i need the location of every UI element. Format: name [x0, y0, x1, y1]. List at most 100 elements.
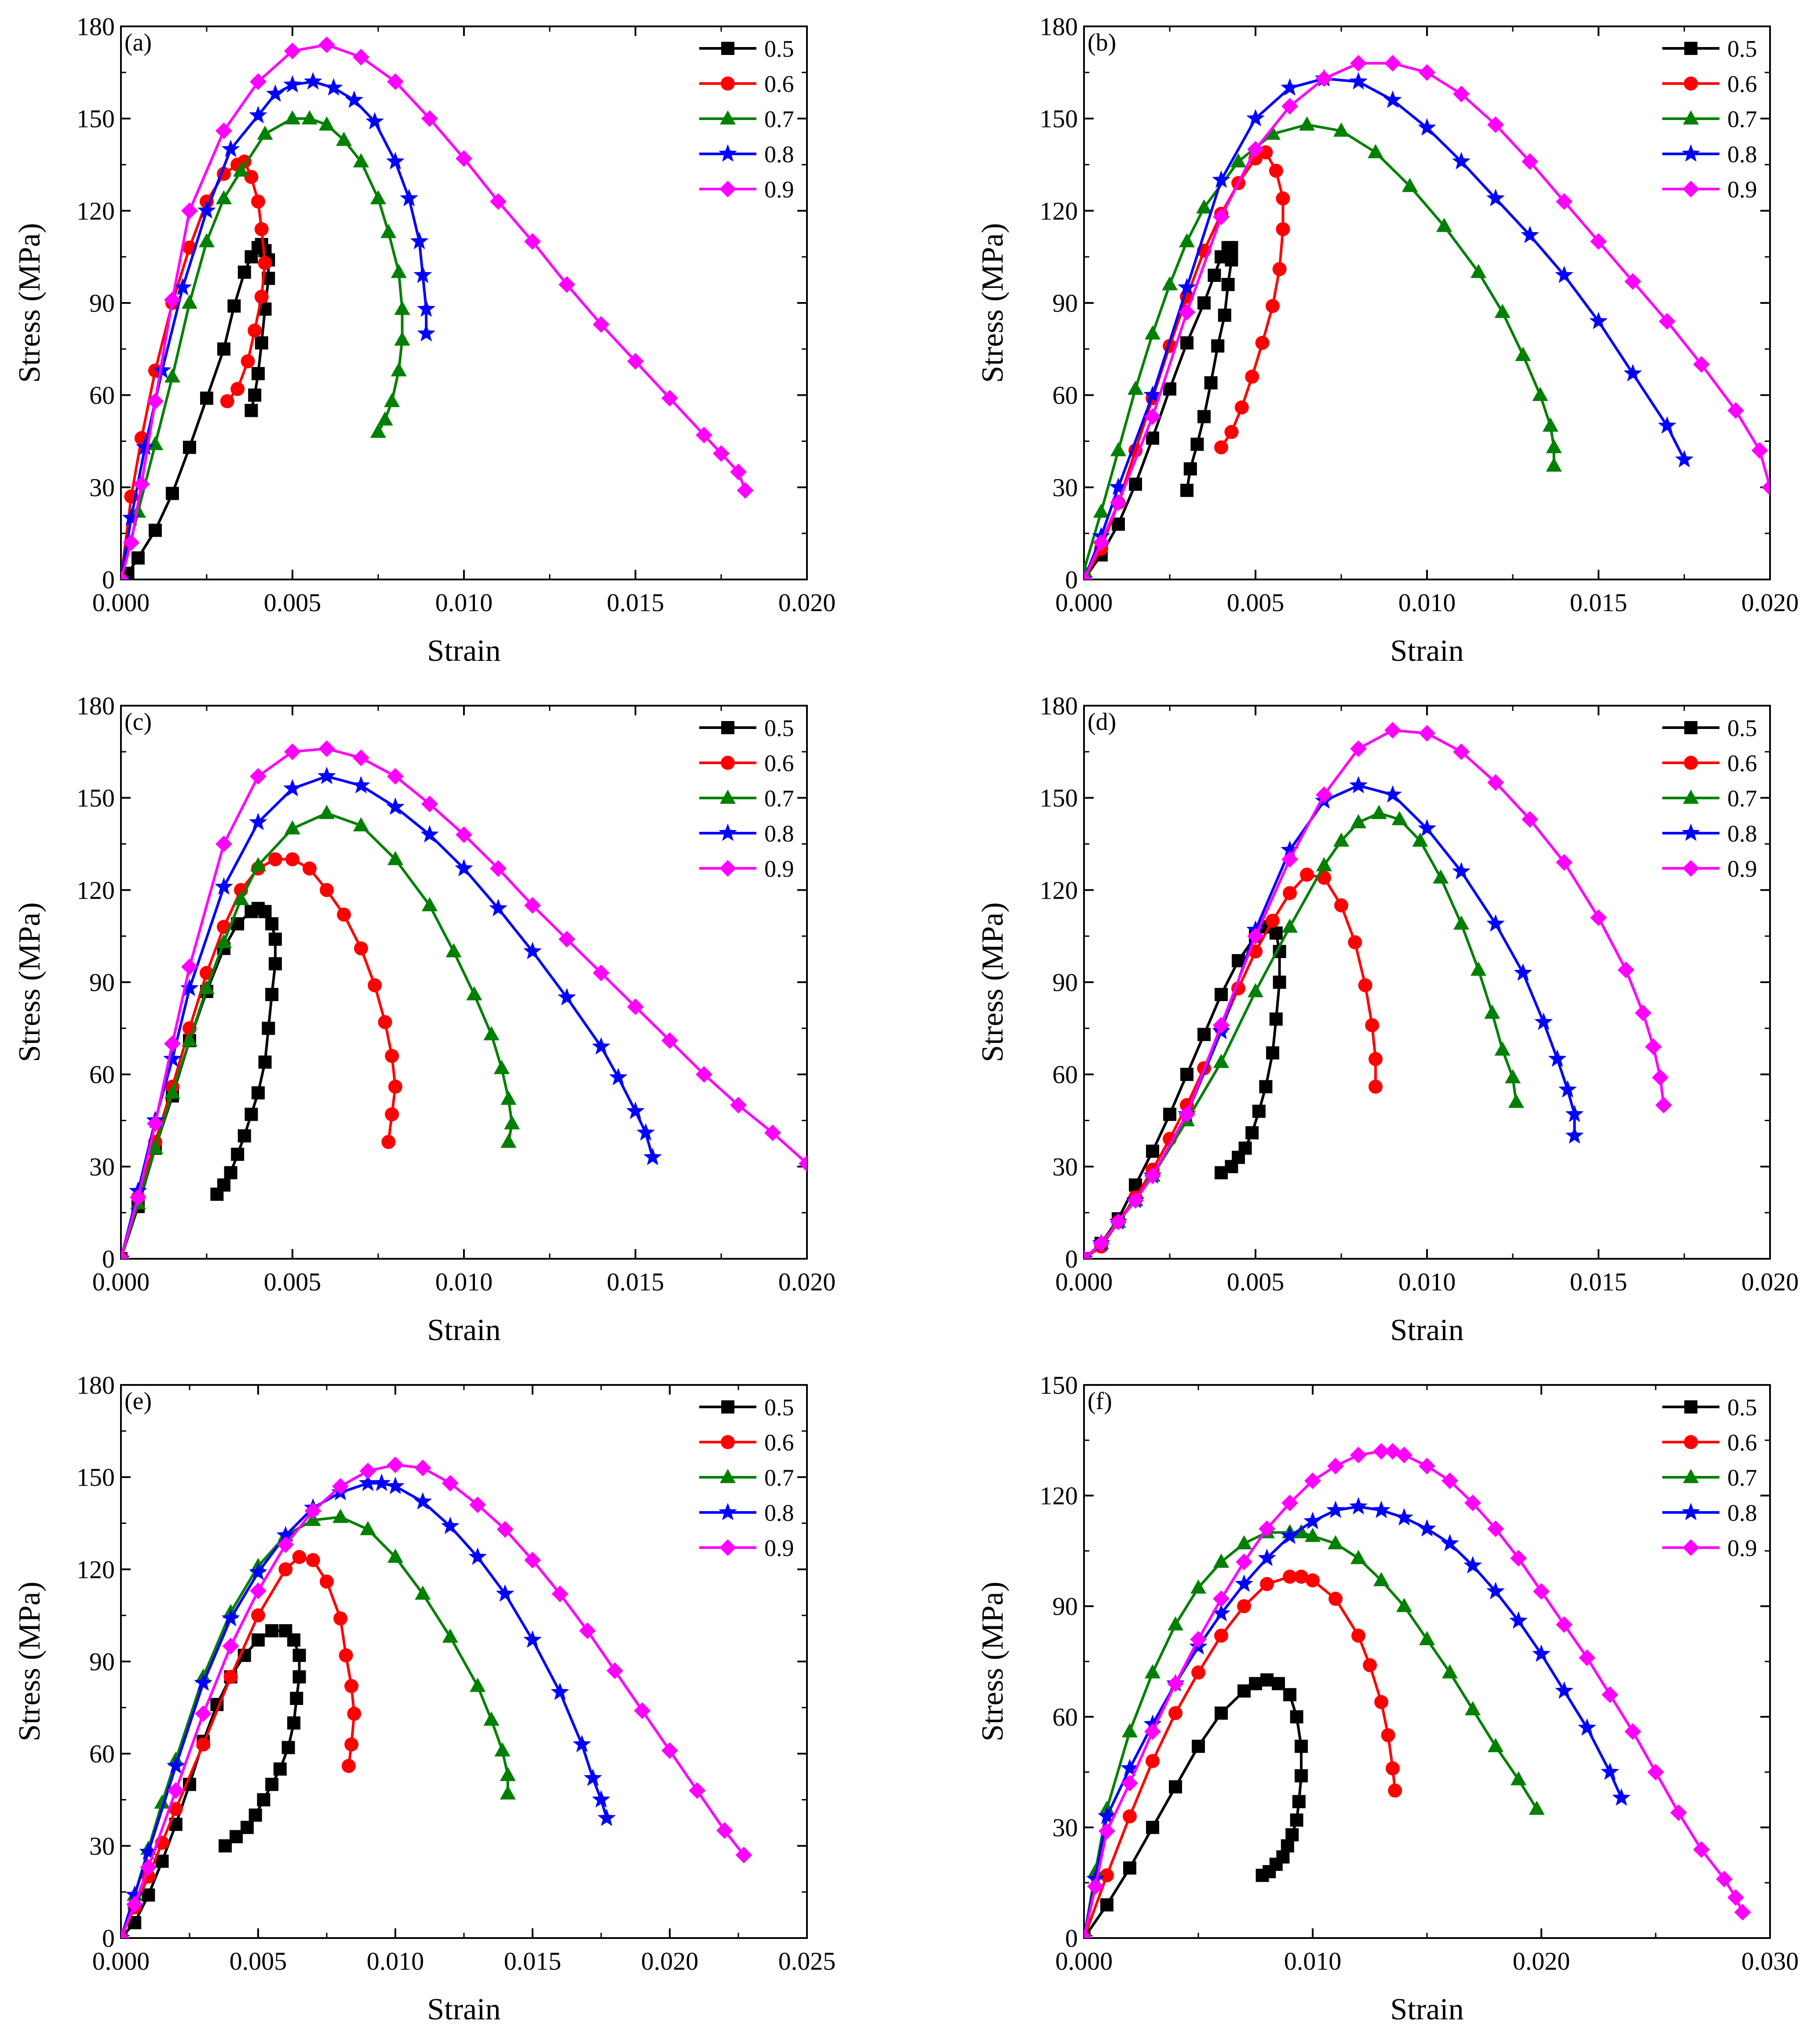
legend-marker	[719, 1539, 736, 1556]
series-line	[121, 858, 397, 1259]
data-point	[799, 1155, 807, 1172]
data-point	[252, 1086, 265, 1100]
data-point	[1191, 1665, 1205, 1680]
data-point	[764, 1124, 781, 1141]
data-point	[250, 857, 266, 871]
series-0-8	[1084, 776, 1584, 1259]
data-point	[1196, 199, 1212, 214]
legend-marker	[719, 181, 736, 197]
data-point	[1225, 241, 1238, 255]
data-point	[370, 423, 387, 438]
data-point	[283, 779, 302, 797]
legend: 0.5 0.6 0.7 0.8 0.9	[1662, 1394, 1757, 1561]
y-tick-label: 30	[89, 473, 115, 502]
legend-label: 0.6	[764, 71, 794, 97]
legend: 0.5 0.6 0.7 0.8 0.9	[699, 36, 794, 203]
data-point	[318, 766, 336, 784]
data-point	[415, 1585, 431, 1600]
data-point	[233, 162, 249, 177]
data-point	[410, 232, 429, 249]
series-line	[121, 1482, 608, 1938]
data-point	[1522, 153, 1538, 170]
data-point	[377, 411, 393, 426]
data-point	[1093, 1235, 1110, 1252]
series-line	[121, 43, 747, 579]
data-point	[1266, 914, 1280, 928]
legend-label: 0.8	[764, 141, 794, 168]
data-point	[1180, 484, 1194, 497]
series-line	[1084, 123, 1555, 571]
data-point	[1269, 164, 1283, 178]
data-point	[131, 551, 145, 565]
data-point	[1334, 898, 1348, 913]
data-point	[1213, 1053, 1230, 1068]
data-point	[147, 393, 164, 410]
data-point	[1367, 144, 1384, 158]
legend-label: 0.5	[1727, 36, 1757, 62]
data-point	[490, 193, 507, 210]
data-point	[387, 851, 404, 865]
y-tick-label: 90	[89, 968, 115, 997]
data-point	[1143, 385, 1162, 403]
data-point	[417, 299, 436, 317]
legend-label: 0.6	[764, 1429, 794, 1456]
data-point	[378, 1015, 392, 1029]
x-axis-title: Strain	[427, 1313, 500, 1347]
plot-frame	[1083, 705, 1771, 1260]
data-point	[1235, 1574, 1253, 1592]
y-tick-label: 180	[1040, 12, 1078, 41]
data-point	[219, 1839, 232, 1853]
data-point	[353, 817, 369, 831]
legend-marker	[1684, 756, 1698, 770]
data-point	[1350, 1446, 1367, 1464]
data-point	[181, 958, 198, 976]
legend-label: 0.7	[1727, 1465, 1757, 1491]
x-tick-label: 0.000	[1055, 588, 1113, 617]
data-point	[504, 1115, 520, 1129]
data-point	[1129, 477, 1142, 491]
data-point	[1316, 70, 1332, 87]
data-point	[1470, 264, 1487, 278]
data-point	[1260, 1673, 1274, 1687]
data-point	[303, 861, 317, 876]
data-point	[1349, 72, 1368, 90]
data-point	[223, 1669, 238, 1684]
data-point	[1100, 1868, 1114, 1883]
series-0-5	[121, 238, 275, 579]
data-point	[384, 393, 400, 407]
data-point	[456, 150, 472, 167]
data-point	[1453, 915, 1470, 930]
data-point	[1727, 1889, 1744, 1906]
data-point	[196, 1737, 211, 1752]
data-point	[1213, 1590, 1230, 1607]
legend-marker	[721, 77, 735, 91]
legend-label: 0.8	[764, 820, 794, 847]
data-point	[1211, 339, 1225, 353]
data-point	[173, 278, 192, 295]
data-point	[1295, 1769, 1308, 1782]
data-point	[1647, 1763, 1664, 1781]
data-point	[1464, 1556, 1482, 1574]
y-tick-label: 120	[1040, 876, 1078, 904]
data-point	[483, 1711, 500, 1726]
data-point	[1372, 1501, 1391, 1518]
data-point	[500, 1785, 516, 1800]
data-point	[1652, 1069, 1669, 1086]
x-axis-title: Strain	[427, 634, 500, 668]
series-line	[1084, 1450, 1744, 1938]
data-point	[1304, 1527, 1321, 1542]
data-point	[1515, 346, 1531, 361]
x-tick-label: 0.000	[92, 588, 150, 617]
legend: 0.5 0.6 0.7 0.8 0.9	[1662, 715, 1757, 882]
x-tick-label: 0.010	[435, 1268, 493, 1296]
data-point	[304, 1502, 321, 1519]
series-0-6	[121, 154, 272, 579]
data-point	[230, 382, 245, 396]
data-point	[164, 1035, 181, 1052]
legend-marker	[1684, 721, 1697, 734]
series-0-9	[121, 1456, 752, 1938]
data-point	[231, 1148, 245, 1161]
x-axis-title: Strain	[1390, 634, 1464, 668]
data-point	[1590, 909, 1607, 926]
series-0-9	[1084, 55, 1770, 579]
